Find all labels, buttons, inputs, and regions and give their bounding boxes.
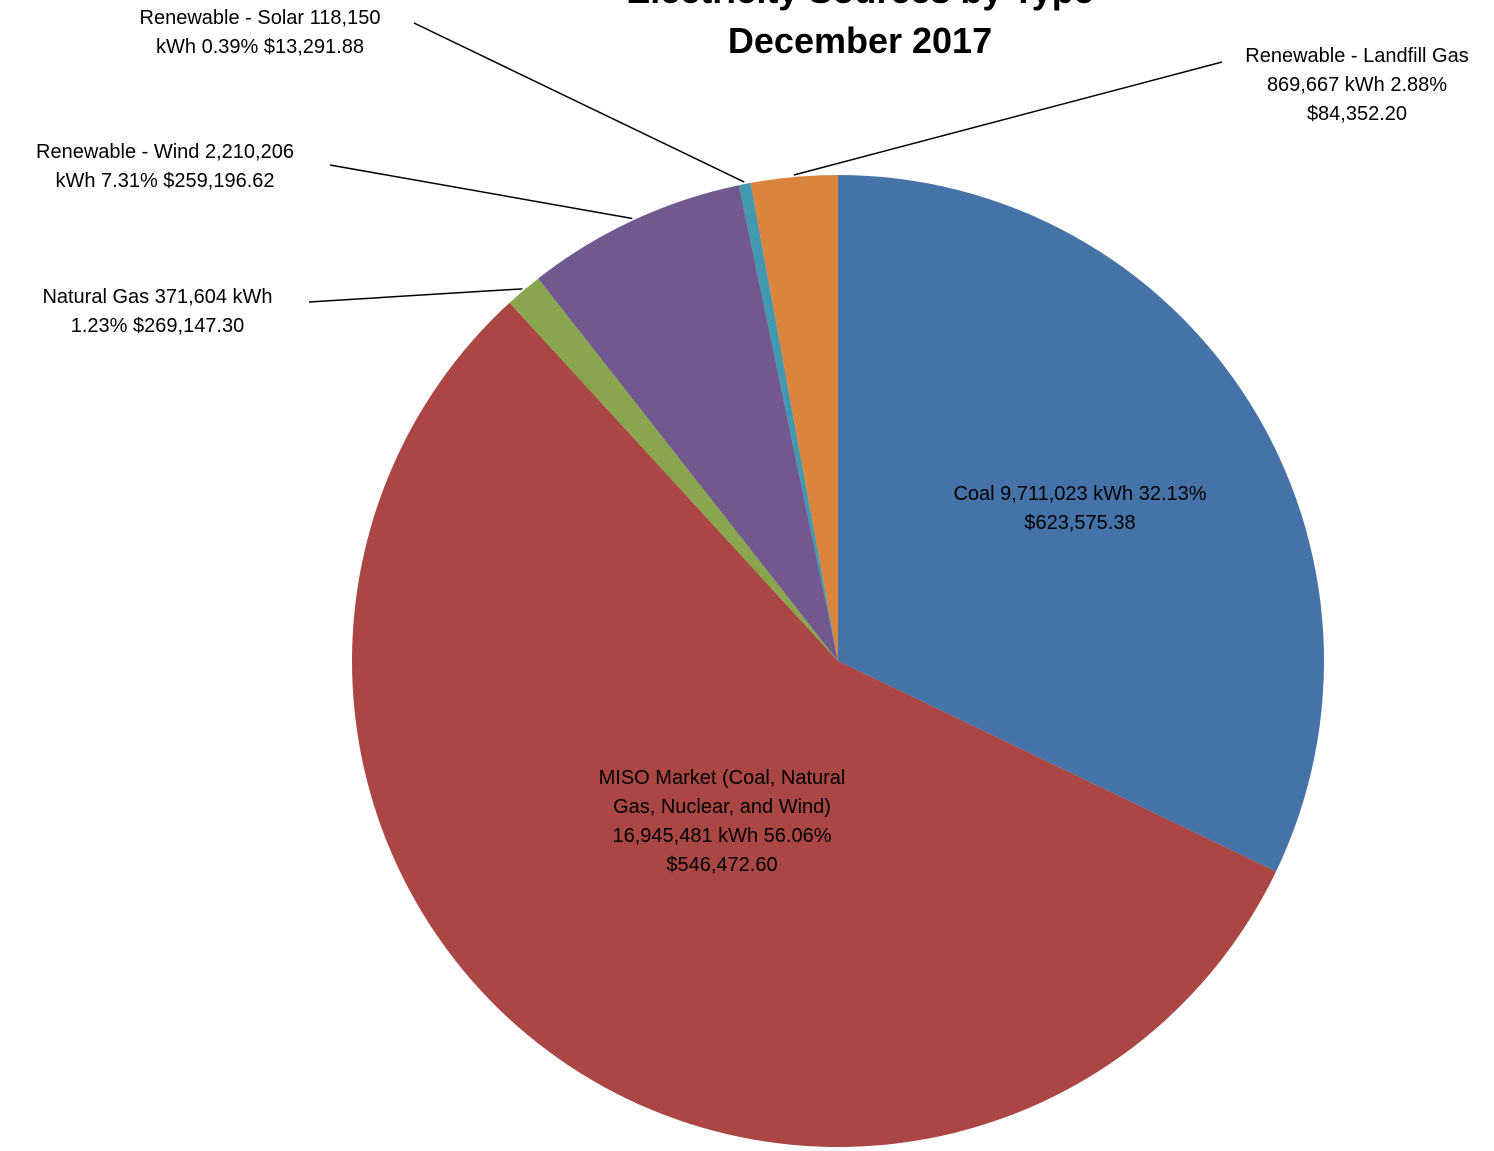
leader-line-renewable-landfill-gas [793,61,1223,176]
slice-coal [838,175,1324,872]
slice-renewable-solar [738,182,838,661]
data-label-line: $546,472.60 [666,854,778,876]
chart-title-line-2: December 2017 [727,20,993,61]
leader-line-renewable-solar [413,22,745,183]
data-label-line: MISO Market (Coal, Natural [598,767,846,789]
data-label-line: kWh 0.39% $13,291.88 [156,36,364,58]
leader-lines [308,22,1223,303]
data-label-line: Renewable - Solar 118,150 [139,7,381,29]
data-label-natural-gas: Natural Gas 371,604 kWh 1.23% $269,147.3… [0,283,315,341]
chart-title-line-1: Electricity Sources by Type [560,0,1160,12]
slice-renewable-landfill-gas [750,175,838,661]
data-label-line: $84,352.20 [1306,103,1408,125]
leader-line-renewable-wind [329,164,633,220]
data-label-line: Gas, Nuclear, and Wind) [613,796,831,818]
slice-natural-gas [509,278,838,661]
data-label-line: Coal 9,711,023 kWh 32.13% [953,483,1207,505]
data-label-line: Natural Gas 371,604 kWh [42,286,273,308]
data-label-line: $623,575.38 [1024,512,1136,534]
data-label-line: 1.23% $269,147.30 [70,315,245,337]
data-label-line: 16,945,481 kWh 56.06% [612,825,832,847]
data-label-solar: Renewable - Solar 118,150 kWh 0.39% $13,… [100,4,420,62]
slice-miso-market-coal-natural-gas-nuclear-and-wind [351,302,1277,1148]
data-label-wind: Renewable - Wind 2,210,206 kWh 7.31% $25… [0,138,330,196]
data-label-line: Renewable - Wind 2,210,206 [36,141,294,163]
data-label-line: 869,667 kWh 2.88% [1266,74,1448,96]
pie-slices [351,175,1324,1148]
slice-renewable-wind [538,185,838,662]
data-label-miso-market: MISO Market (Coal, Natural Gas, Nuclear,… [522,764,922,880]
data-label-coal: Coal 9,711,023 kWh 32.13% $623,575.38 [880,480,1280,538]
leader-line-natural-gas [308,288,523,303]
data-label-line: kWh 7.31% $259,196.62 [55,170,275,192]
data-label-line: Renewable - Landfill Gas [1245,45,1469,67]
data-label-landfill-gas: Renewable - Landfill Gas 869,667 kWh 2.8… [1222,42,1492,129]
